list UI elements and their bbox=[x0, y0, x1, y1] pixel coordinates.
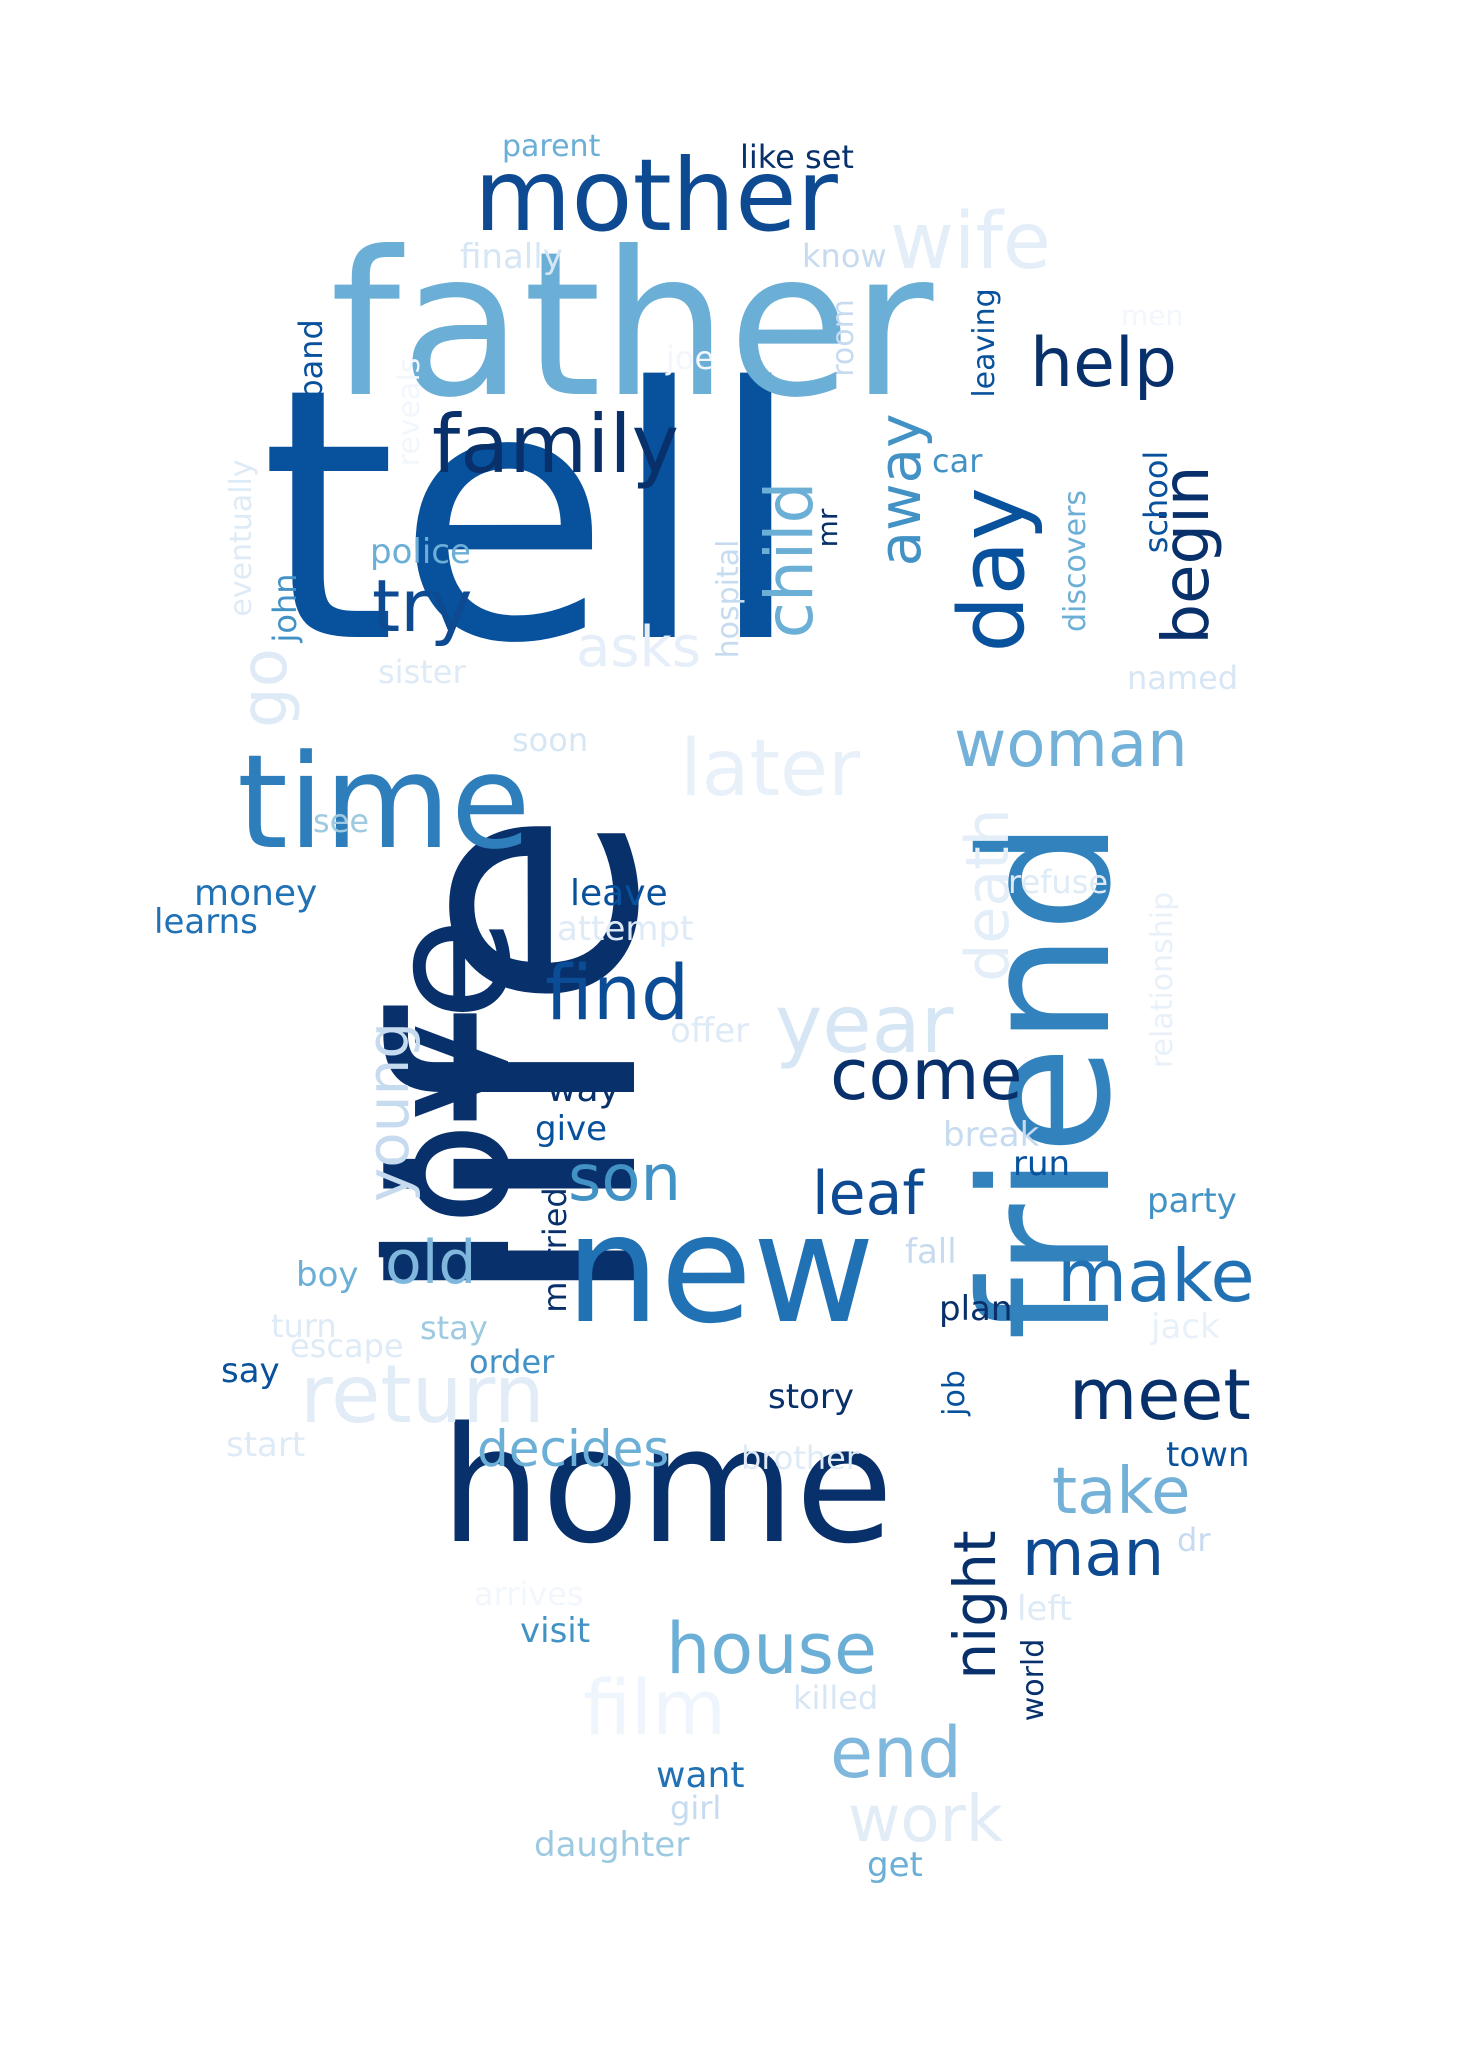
word-john: john bbox=[266, 573, 304, 643]
word-away: away bbox=[866, 413, 934, 567]
word-hospital: hospital bbox=[711, 539, 746, 659]
word-say: say bbox=[221, 1351, 280, 1391]
word-family: family bbox=[432, 398, 679, 491]
word-learns: learns bbox=[154, 902, 258, 942]
word-soon: soon bbox=[512, 721, 589, 759]
word-way: way bbox=[547, 1069, 620, 1110]
word-go: go bbox=[228, 648, 302, 728]
word-son: son bbox=[568, 1142, 682, 1216]
word-attempt: attempt bbox=[557, 909, 694, 949]
word-wife: wife bbox=[890, 197, 1051, 287]
word-finally: finally bbox=[460, 237, 563, 277]
word-young: young bbox=[354, 1021, 422, 1203]
word-break: break bbox=[943, 1115, 1040, 1155]
word-girl: girl bbox=[670, 1789, 722, 1827]
word-meet: meet bbox=[1069, 1354, 1251, 1436]
word-town: town bbox=[1166, 1435, 1250, 1475]
word-arrives: arrives bbox=[474, 1575, 584, 1613]
word-men: men bbox=[1121, 299, 1184, 332]
word-leaving: leaving bbox=[967, 288, 1002, 398]
word-husband: husband bbox=[292, 319, 330, 457]
word-relationship: relationship bbox=[1145, 891, 1180, 1069]
word-eventually: eventually bbox=[224, 459, 259, 617]
word-dr: dr bbox=[1177, 1521, 1211, 1559]
word-try: try bbox=[372, 564, 473, 648]
word-find: find bbox=[545, 948, 690, 1037]
word-married: married bbox=[536, 1187, 574, 1313]
word-home: home bbox=[440, 1392, 894, 1579]
word-visit: visit bbox=[520, 1611, 591, 1651]
word-named: named bbox=[1127, 659, 1239, 697]
word-boy: boy bbox=[296, 1255, 359, 1295]
word-refuse: refuse bbox=[1008, 863, 1109, 901]
word-police: police bbox=[370, 532, 471, 572]
word-give: give bbox=[535, 1109, 608, 1149]
word-mother: mother bbox=[474, 137, 838, 254]
word-joe: joe bbox=[666, 339, 715, 377]
word-work: work bbox=[848, 1783, 1003, 1857]
word-escape: escape bbox=[290, 1327, 404, 1365]
word-killed: killed bbox=[793, 1679, 879, 1717]
word-night: night bbox=[941, 1530, 1009, 1680]
word-know: know bbox=[802, 237, 887, 275]
word-time: time bbox=[237, 726, 531, 878]
word-parent: parent bbox=[502, 129, 601, 164]
word-come: come bbox=[830, 1034, 1023, 1116]
word-world: world bbox=[1016, 1638, 1051, 1722]
word-reveals: reveals bbox=[392, 357, 427, 467]
word-school: school bbox=[1137, 450, 1175, 554]
word-decides: decides bbox=[477, 1420, 670, 1478]
word-discovers: discovers bbox=[1058, 489, 1093, 633]
word-make: make bbox=[1057, 1234, 1255, 1318]
word-offer: offer bbox=[670, 1011, 750, 1051]
word-story: story bbox=[768, 1377, 854, 1417]
word-see: see bbox=[313, 802, 370, 840]
word-help: help bbox=[1030, 324, 1177, 403]
word-room: room bbox=[826, 299, 861, 377]
word-order: order bbox=[469, 1343, 555, 1381]
word-leave: leave bbox=[570, 873, 668, 914]
word-daughter: daughter bbox=[534, 1825, 690, 1865]
word-year: year bbox=[775, 978, 954, 1071]
word-tell: tell bbox=[260, 315, 804, 720]
word-house: house bbox=[666, 1608, 878, 1690]
word-end: end bbox=[830, 1712, 962, 1794]
word-turn: turn bbox=[271, 1307, 337, 1345]
word-plan: plan bbox=[939, 1289, 1013, 1329]
word-want: want bbox=[656, 1755, 745, 1796]
word-money: money bbox=[194, 873, 318, 914]
word-asks: asks bbox=[576, 615, 702, 680]
word-child: child bbox=[751, 481, 828, 639]
word-like-set: like set bbox=[740, 138, 854, 176]
word-later: later bbox=[680, 724, 861, 814]
word-party: party bbox=[1147, 1181, 1237, 1221]
word-stay: stay bbox=[420, 1309, 488, 1347]
word-fall: fall bbox=[905, 1232, 957, 1272]
word-sister: sister bbox=[378, 653, 466, 691]
word-father: father bbox=[330, 209, 934, 442]
word-run: run bbox=[1013, 1144, 1071, 1184]
word-old: old bbox=[385, 1228, 477, 1298]
word-get: get bbox=[867, 1845, 923, 1885]
word-left: left bbox=[1017, 1589, 1073, 1629]
word-leaf: leaf bbox=[812, 1159, 924, 1229]
word-start: start bbox=[226, 1425, 306, 1465]
word-mr: mr bbox=[811, 508, 844, 548]
word-car: car bbox=[932, 442, 983, 480]
word-woman: woman bbox=[954, 708, 1188, 782]
word-job: job bbox=[937, 1370, 972, 1416]
word-film: film bbox=[583, 1663, 727, 1752]
word-jack: jack bbox=[1151, 1307, 1220, 1347]
word-take: take bbox=[1052, 1455, 1191, 1529]
word-man: man bbox=[1022, 1517, 1165, 1591]
word-brother: brother bbox=[741, 1439, 860, 1477]
word-day: day bbox=[940, 487, 1045, 653]
word-return: return bbox=[300, 1348, 545, 1441]
word-new: new bbox=[565, 1183, 876, 1357]
